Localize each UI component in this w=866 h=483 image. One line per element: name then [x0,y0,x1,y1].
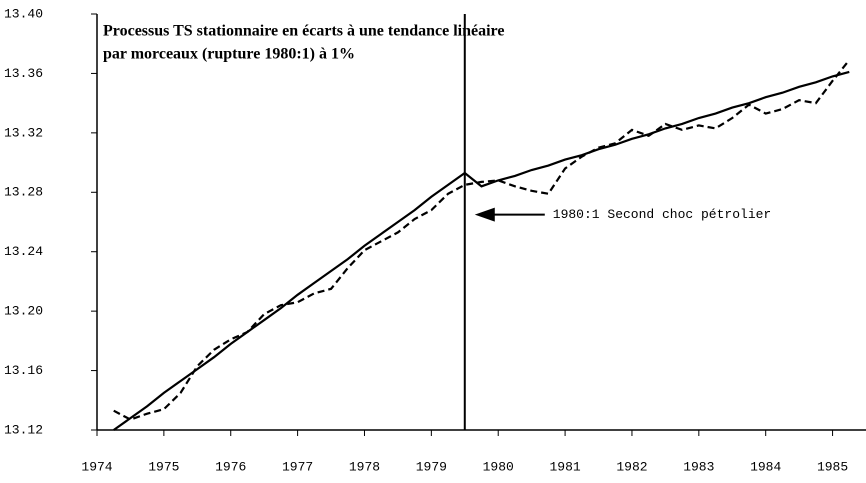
x-tick-label: 1981 [549,459,580,474]
chart-title: par morceaux (rupture 1980:1) à 1% [103,46,355,63]
y-tick-label: 13.32 [4,125,43,140]
y-tick-label: 13.28 [4,185,43,200]
x-tick-label: 1976 [215,459,246,474]
x-tick-label: 1983 [683,459,714,474]
y-tick-label: 13.12 [4,422,43,437]
y-tick-label: 13.36 [4,66,43,81]
x-tick-label: 1974 [81,459,112,474]
x-tick-label: 1980 [483,459,514,474]
x-tick-label: 1982 [616,459,647,474]
series-line [113,70,850,431]
x-tick-label: 1985 [817,459,848,474]
x-tick-label: 1978 [349,459,380,474]
y-tick-label: 13.24 [4,244,43,259]
y-tick-label: 13.20 [4,304,43,319]
y-tick-label: 13.40 [4,6,43,21]
series-line [113,59,851,421]
annotation: 1980:1 Second choc pétrolier [553,207,771,222]
x-tick-label: 1984 [750,459,781,474]
chart-title: Processus TS stationnaire en écarts à un… [103,23,504,40]
arrow-head [474,207,495,222]
y-tick-label: 13.16 [4,363,43,378]
x-tick-label: 1975 [148,459,179,474]
x-tick-label: 1977 [282,459,313,474]
x-tick-label: 1979 [416,459,447,474]
